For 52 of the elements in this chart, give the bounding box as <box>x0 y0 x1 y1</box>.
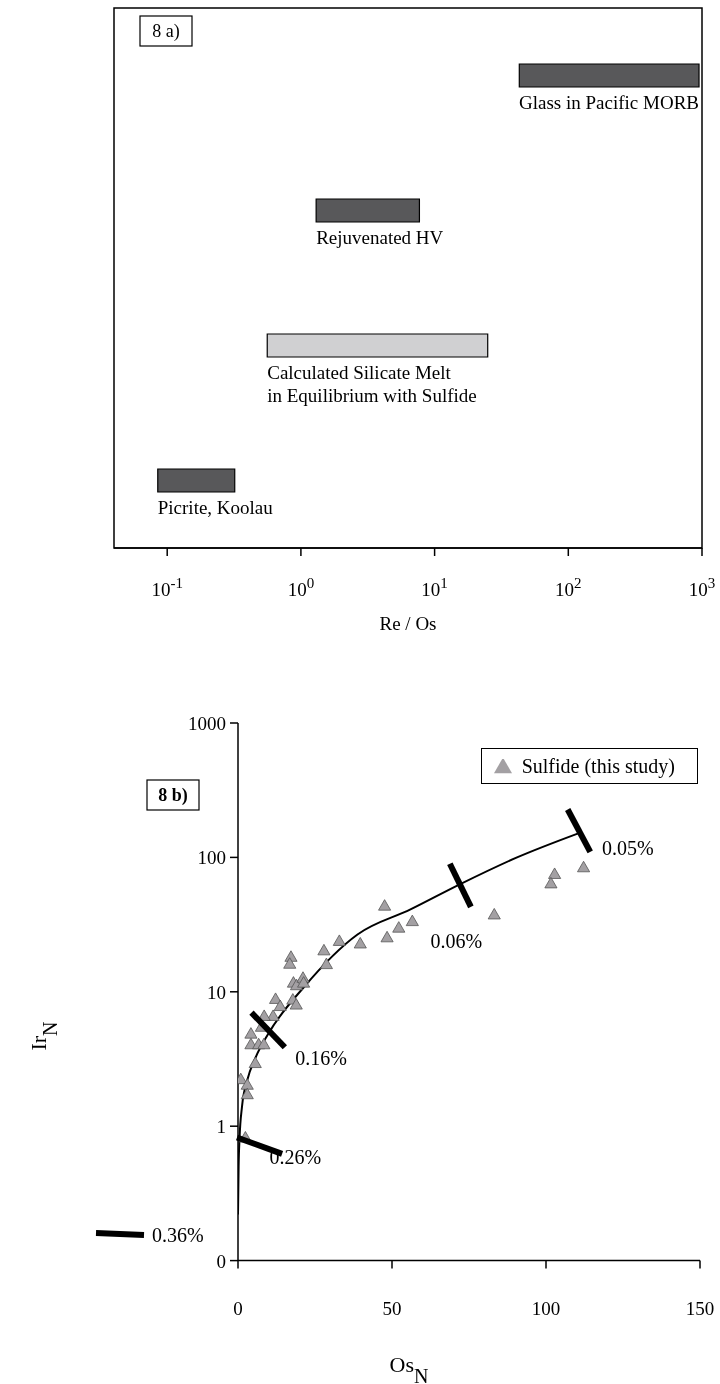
point <box>257 1037 271 1050</box>
x-tick-label: 10$^{0}$ <box>287 575 315 600</box>
y-tick-label: 1 <box>216 1116 226 1138</box>
x-tick-label: 10$^{3}$ <box>688 575 716 600</box>
x-tick-label: 150 <box>685 1297 715 1319</box>
bar <box>518 63 700 88</box>
y-tick-label: 10 <box>207 981 226 1003</box>
point <box>405 914 419 927</box>
point <box>319 957 333 970</box>
point <box>248 1056 262 1068</box>
y-tick-label: 100 <box>197 847 226 869</box>
point <box>283 957 297 969</box>
point <box>548 867 562 879</box>
text: 8 b) <box>158 785 188 806</box>
x-tick-label: 0 <box>233 1297 243 1319</box>
annotation: 0.06% <box>430 930 483 953</box>
annotation: 8 a) <box>152 21 180 42</box>
point <box>297 976 311 988</box>
point <box>240 1078 254 1090</box>
point <box>392 921 406 933</box>
point <box>244 1027 258 1039</box>
point <box>332 934 346 946</box>
point <box>266 1009 280 1021</box>
point <box>289 998 303 1010</box>
bar <box>157 468 236 493</box>
x-tick-label: 100 <box>531 1297 561 1319</box>
x-tick-label: 10$^{1}$ <box>421 575 448 600</box>
point <box>577 860 591 873</box>
point <box>544 876 558 889</box>
point <box>317 943 331 956</box>
point <box>380 930 394 943</box>
point <box>378 899 392 911</box>
x-axis-title: Re / Os <box>379 613 437 634</box>
text: 0.36% <box>152 1224 204 1246</box>
x-tick-label: 10$^{-1}$ <box>151 575 183 600</box>
y-tick-label: 0 <box>216 1250 226 1272</box>
point <box>273 999 287 1011</box>
x-tick-label: 10$^{2}$ <box>555 575 582 600</box>
legend-label: Sulfide (this study) <box>521 755 675 777</box>
x-tick-label: 50 <box>382 1297 402 1319</box>
y-tick-label: Calculated Silicate Melt in Equilibrium with Sulfide <box>267 362 477 406</box>
y-tick-label: Rejuvenated HV <box>316 227 444 248</box>
y-tick-label: Glass in Pacific MORB <box>519 92 700 113</box>
annotation: 0.16% <box>295 1046 347 1069</box>
point <box>487 908 501 920</box>
bar <box>266 333 489 358</box>
bar <box>315 198 421 223</box>
point <box>353 937 367 949</box>
annotation: 0.05% <box>601 836 654 859</box>
point <box>240 1087 254 1100</box>
y-tick-label: 1000 <box>188 713 226 734</box>
y-tick-label: Picrite, Koolau <box>157 497 274 518</box>
